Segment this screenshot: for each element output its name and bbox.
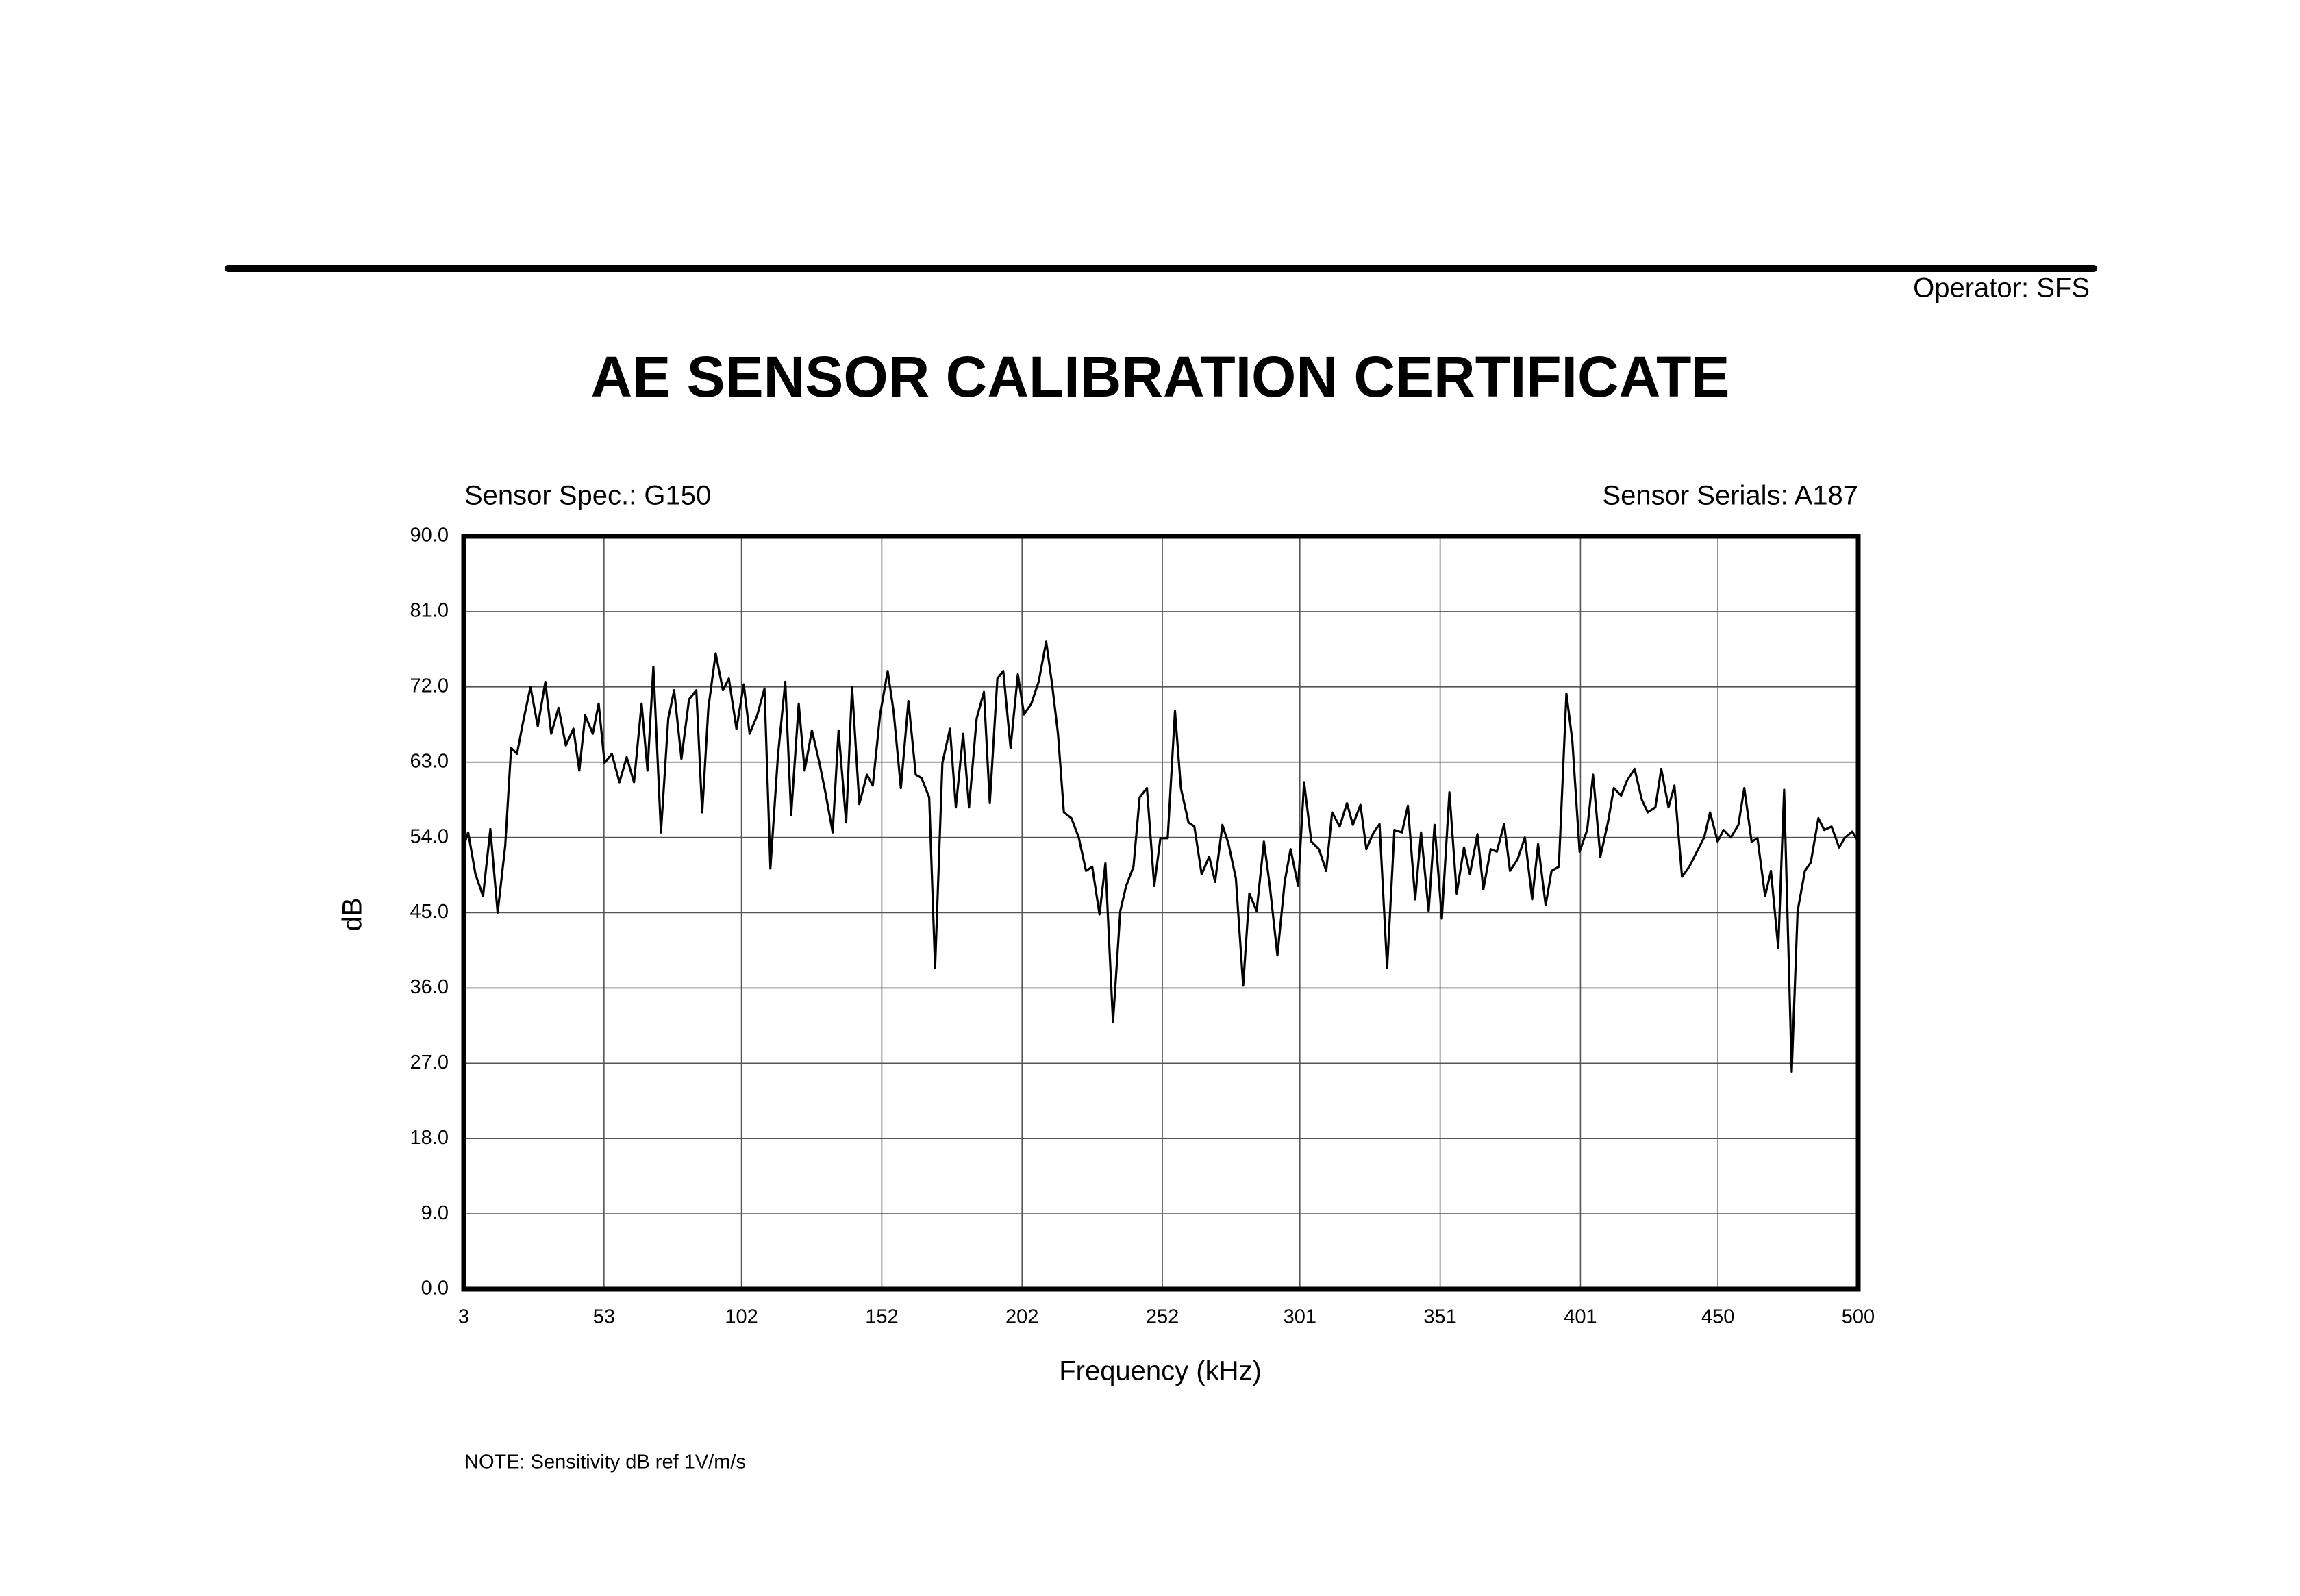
y-tick-label: 27.0 <box>410 1051 449 1073</box>
x-tick-label: 351 <box>1423 1306 1456 1328</box>
x-tick-label: 252 <box>1146 1306 1179 1328</box>
y-tick-label: 0.0 <box>421 1277 449 1299</box>
x-tick-label: 152 <box>865 1306 898 1328</box>
y-tick-label: 54.0 <box>410 825 449 847</box>
plot-frame <box>461 534 1861 1292</box>
operator: Operator: SFS <box>1913 273 2090 303</box>
x-axis-label: Frequency (kHz) <box>1059 1356 1262 1386</box>
x-tick-label: 450 <box>1701 1306 1734 1328</box>
sensor-serials: Sensor Serials: A187 <box>1602 481 1858 511</box>
y-tick-label: 9.0 <box>421 1202 449 1224</box>
x-tick-label: 3 <box>458 1306 469 1328</box>
x-tick-label: 102 <box>725 1306 758 1328</box>
x-tick-label: 53 <box>593 1306 615 1328</box>
y-tick-label: 18.0 <box>410 1127 449 1149</box>
x-tick-label: 500 <box>1842 1306 1875 1328</box>
x-tick-label: 401 <box>1564 1306 1597 1328</box>
chart-title: AE SENSOR CALIBRATION CERTIFICATE <box>591 345 1730 409</box>
y-tick-label: 36.0 <box>410 976 449 998</box>
x-tick-label: 202 <box>1005 1306 1038 1328</box>
plot: 0.0 9.0 18.0 27.0 36.0 45.0 54.0 63.0 72.0 81.0 90… <box>410 525 1875 1328</box>
y-tick-label: 63.0 <box>410 750 449 772</box>
y-tick-label: 90.0 <box>410 525 449 547</box>
x-tick-label: 301 <box>1284 1306 1316 1328</box>
y-tick-label: 45.0 <box>410 901 449 923</box>
data-line <box>462 640 1860 1073</box>
y-tick-label: 72.0 <box>410 675 449 697</box>
y-axis-label: dB <box>338 898 368 932</box>
y-tick-label: 81.0 <box>410 600 449 622</box>
sensor-spec: Sensor Spec.: G150 <box>464 481 711 511</box>
note: NOTE: Sensitivity dB ref 1V/m/s <box>464 1451 746 1473</box>
